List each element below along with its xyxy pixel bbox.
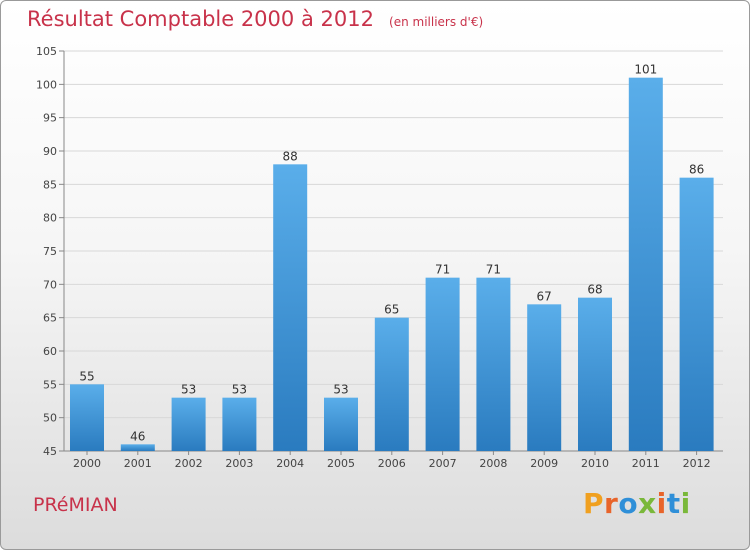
bar-value-label: 46 <box>130 429 145 443</box>
x-tick-label: 2004 <box>276 457 304 470</box>
bar-value-label: 71 <box>435 263 450 277</box>
proxiti-logo: Proxiti <box>583 487 691 520</box>
y-tick-label: 100 <box>36 78 57 91</box>
y-tick-label: 80 <box>43 212 57 225</box>
y-tick-label: 65 <box>43 312 57 325</box>
y-tick-label: 85 <box>43 178 57 191</box>
bar-value-label: 86 <box>689 163 704 177</box>
bar <box>222 397 257 451</box>
commune-name: PRéMIAN <box>33 494 118 516</box>
bar-value-label: 53 <box>333 383 348 397</box>
x-tick-label: 2010 <box>581 457 609 470</box>
x-tick-label: 2005 <box>327 457 355 470</box>
x-tick-label: 2007 <box>429 457 457 470</box>
y-tick-label: 95 <box>43 112 57 125</box>
bar <box>628 77 663 452</box>
bar <box>527 304 562 451</box>
y-tick-label: 105 <box>36 45 57 58</box>
x-tick-label: 2008 <box>479 457 507 470</box>
bar <box>578 297 612 451</box>
x-tick-label: 2012 <box>683 457 711 470</box>
y-tick-label: 55 <box>43 378 57 391</box>
x-axis-ticks: 2000 2001 2002 2003 2004 2005 2006 2007 2008 2009… <box>73 451 711 470</box>
y-tick-label: 70 <box>43 278 57 291</box>
chart-title-block: Résultat Comptable 2000 à 2012 (en milli… <box>27 7 483 31</box>
bar-value-label: 55 <box>79 369 94 383</box>
bar-value-label: 71 <box>486 263 501 277</box>
x-tick-label: 2000 <box>73 457 101 470</box>
bar <box>476 277 511 451</box>
bar-value-label: 88 <box>283 149 298 163</box>
y-tick-label: 45 <box>43 445 57 458</box>
bar <box>425 277 460 451</box>
x-tick-label: 2002 <box>175 457 203 470</box>
y-tick-label: 50 <box>43 412 57 425</box>
value-labels: 55 46 53 53 88 53 65 71 71 67 68 101 86 <box>79 63 704 444</box>
y-tick-label: 60 <box>43 345 57 358</box>
bar-value-label: 67 <box>537 289 552 303</box>
bar <box>679 177 714 451</box>
x-tick-label: 2006 <box>378 457 406 470</box>
chart-title: Résultat Comptable 2000 à 2012 <box>27 7 374 31</box>
bar <box>120 444 155 451</box>
bar <box>70 384 104 451</box>
bar-value-label: 53 <box>181 383 196 397</box>
x-tick-label: 2009 <box>530 457 558 470</box>
y-tick-label: 90 <box>43 145 57 158</box>
bar <box>324 397 358 451</box>
bar-value-label: 68 <box>587 283 602 297</box>
bar <box>171 397 206 451</box>
bar-value-label: 101 <box>634 63 657 77</box>
bar <box>374 317 409 451</box>
bars <box>70 77 714 452</box>
x-tick-label: 2003 <box>225 457 253 470</box>
bar <box>273 164 308 452</box>
y-tick-label: 75 <box>43 245 57 258</box>
chart-unit: (en milliers d'€) <box>389 15 484 29</box>
x-tick-label: 2011 <box>632 457 660 470</box>
bar-value-label: 65 <box>384 303 399 317</box>
x-tick-label: 2001 <box>124 457 152 470</box>
bar-value-label: 53 <box>232 383 247 397</box>
